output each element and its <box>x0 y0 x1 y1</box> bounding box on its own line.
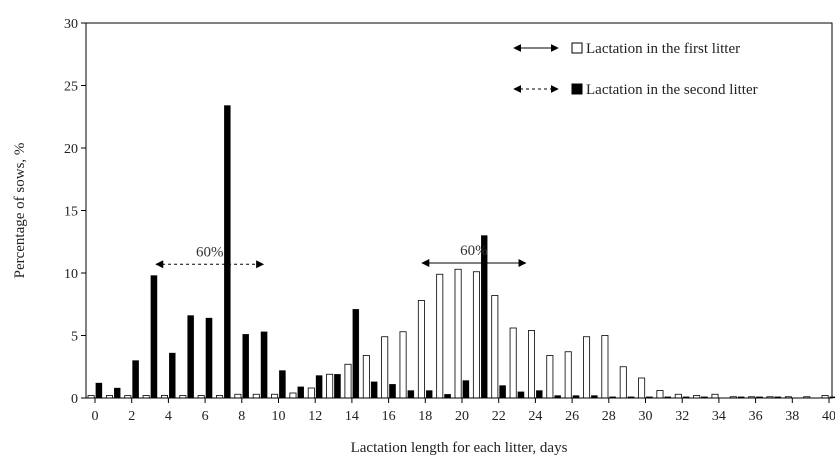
x-tick-label-26: 26 <box>565 409 579 424</box>
x-tick-label-0: 0 <box>92 409 99 424</box>
bar-second-day-11 <box>297 386 304 399</box>
bar-second-day-19 <box>444 394 451 399</box>
legend-label: Lactation in the second litter <box>586 82 758 98</box>
bar-second-day-5 <box>187 315 194 399</box>
bar-second-day-24 <box>536 390 543 399</box>
legend: Lactation in the first litter Lactation i… <box>513 41 758 98</box>
bar-second-day-10 <box>279 370 286 399</box>
bar-first-day-9 <box>252 393 260 399</box>
y-tick-label-25: 25 <box>64 80 78 95</box>
bar-second-day-7 <box>224 105 231 399</box>
y-tick-label-30: 30 <box>64 17 78 32</box>
bar-second-day-6 <box>205 317 213 399</box>
bar-first-day-21 <box>472 271 480 399</box>
bar-second-day-14 <box>352 309 360 399</box>
legend-label: Lactation in the first litter <box>586 41 740 57</box>
bar-second-day-18 <box>425 390 433 399</box>
x-tick-label-18: 18 <box>418 409 432 424</box>
bar-first-day-23 <box>509 327 517 399</box>
bar-second-day-15 <box>370 381 378 399</box>
x-tick-label-36: 36 <box>749 409 763 424</box>
bar-first-day-18 <box>417 300 425 399</box>
x-tick-label-6: 6 <box>202 409 209 424</box>
y-tick-label-0: 0 <box>71 392 78 407</box>
y-tick-label-15: 15 <box>64 205 78 220</box>
y-tick-label-20: 20 <box>64 142 78 157</box>
bar-first-day-25 <box>546 355 554 399</box>
bar-first-day-28 <box>601 335 609 399</box>
bar-first-day-32 <box>674 393 682 399</box>
x-tick-label-38: 38 <box>785 409 799 424</box>
x-tick-label-32: 32 <box>675 409 689 424</box>
x-tick-label-12: 12 <box>308 409 322 424</box>
annotation-first-litter-range: 60% <box>421 243 527 267</box>
bar-second-day-9 <box>260 331 268 399</box>
bar-first-day-13 <box>326 373 334 399</box>
bar-first-day-11 <box>289 392 297 399</box>
x-tick-label-2: 2 <box>128 409 135 424</box>
x-tick-label-14: 14 <box>345 409 359 424</box>
bars-layer <box>87 105 835 399</box>
y-tick-label-10: 10 <box>64 267 78 282</box>
x-tick-label-30: 30 <box>639 409 653 424</box>
bar-first-day-16 <box>381 336 389 399</box>
bar-first-day-14 <box>344 363 352 399</box>
bar-second-day-17 <box>407 390 415 399</box>
bar-first-day-22 <box>491 295 499 399</box>
bar-second-day-21 <box>480 235 488 399</box>
legend-item-first-litter: Lactation in the first litter <box>513 41 740 57</box>
bar-second-day-23 <box>517 391 525 399</box>
bar-second-day-20 <box>462 380 470 399</box>
x-tick-label-16: 16 <box>382 409 396 424</box>
bar-first-day-19 <box>436 273 444 399</box>
bar-second-day-8 <box>242 334 249 399</box>
bar-first-day-15 <box>362 355 370 399</box>
bar-second-day-4 <box>169 352 176 399</box>
annotations-layer: 60% 60% <box>155 243 527 269</box>
x-tick-label-4: 4 <box>165 409 172 424</box>
annotation-second-litter-range: 60% <box>155 244 265 269</box>
x-tick-label-20: 20 <box>455 409 469 424</box>
bar-first-day-34 <box>711 393 719 399</box>
x-tick-label-22: 22 <box>492 409 506 424</box>
legend-item-second-litter: Lactation in the second litter <box>513 82 758 98</box>
x-tick-label-24: 24 <box>528 409 542 424</box>
bar-first-day-31 <box>656 390 664 399</box>
bar-second-day-3 <box>150 275 158 399</box>
bar-first-day-27 <box>583 336 591 399</box>
bar-first-day-30 <box>638 377 646 399</box>
y-axis-title: Percentage of sows, % <box>12 143 28 279</box>
bar-second-day-16 <box>389 384 396 399</box>
bar-first-day-8 <box>234 393 242 399</box>
x-tick-label-28: 28 <box>602 409 616 424</box>
bar-first-day-17 <box>399 331 407 399</box>
bar-second-day-2 <box>132 360 139 399</box>
bar-second-day-12 <box>315 375 323 399</box>
y-tick-label-5: 5 <box>71 330 78 345</box>
bar-first-day-20 <box>454 268 462 399</box>
x-tick-label-40: 40 <box>822 409 835 424</box>
bar-second-day-1 <box>114 387 121 399</box>
bar-first-day-24 <box>528 330 536 399</box>
annotation-label: 60% <box>460 243 488 259</box>
bar-first-day-12 <box>307 387 315 399</box>
legend-swatch <box>571 83 583 95</box>
x-tick-label-10: 10 <box>272 409 286 424</box>
bar-second-day-0 <box>95 382 103 399</box>
bar-first-day-26 <box>564 351 572 399</box>
series-first-litter <box>87 268 829 399</box>
annotation-label: 60% <box>196 244 224 260</box>
x-axis-title: Lactation length for each litter, days <box>351 440 568 456</box>
x-tick-label-8: 8 <box>238 409 245 424</box>
bar-second-day-22 <box>499 385 506 399</box>
bar-first-day-10 <box>271 393 279 399</box>
series-second-litter <box>95 105 835 399</box>
legend-swatch <box>571 42 583 54</box>
bar-first-day-29 <box>619 366 627 399</box>
x-tick-label-34: 34 <box>712 409 726 424</box>
bar-second-day-13 <box>334 374 341 399</box>
